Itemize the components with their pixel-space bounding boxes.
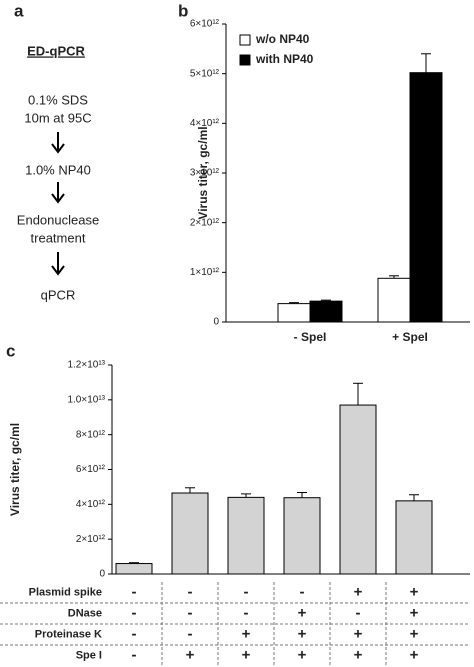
cell: - [188,625,193,642]
y-tick-label: 6×10¹² [190,19,220,30]
cell: - [132,646,137,663]
bar [409,72,443,323]
cell: + [354,625,363,642]
y-tick-label: 1.0×10¹³ [67,394,105,405]
y-tick-label: 4×10¹² [76,499,106,510]
cell: + [410,646,419,663]
cell: + [354,583,363,600]
cell: + [242,625,251,642]
y-tick-label: 4×10¹² [190,118,220,129]
cell: + [410,604,419,621]
cell: + [298,625,307,642]
cell: - [356,604,361,621]
legend-swatch [239,54,251,66]
cell: - [300,583,305,600]
bar [277,303,311,323]
y-tick-label: 5×10¹² [190,68,220,79]
y-tick-label: 3×10¹² [190,168,220,179]
bar [395,500,433,575]
cell: - [188,583,193,600]
arrows [51,132,65,276]
row-label: Proteinase K [35,628,102,640]
cell: - [132,583,137,600]
cell: + [410,625,419,642]
y-axis-label: Virus titer, gc/ml [8,423,22,516]
cell: + [242,646,251,663]
step: qPCR [41,287,76,302]
cell: + [186,646,195,663]
diagram-title: ED-qPCR [27,43,85,58]
y-tick-label: 1×10¹² [190,267,220,278]
cell: - [132,604,137,621]
step: 1.0% NP40 [25,162,91,177]
x-tick-label: + SpeI [392,330,428,344]
y-tick-label: 0 [213,317,219,328]
step: 0.1% SDS [28,92,88,107]
legend-swatch [239,34,251,46]
bar [283,497,321,575]
cell: - [188,604,193,621]
y-tick-label: 0 [99,569,105,580]
step: 10m at 95C [24,110,91,125]
y-axis-label: Virus titer, gc/ml [196,126,210,219]
y-tick-label: 6×10¹² [76,464,106,475]
row-label: Spe I [76,649,102,661]
step: treatment [31,230,86,245]
cell: + [354,646,363,663]
cell: - [244,583,249,600]
y-tick-label: 2×10¹² [76,534,106,545]
cell: - [132,625,137,642]
bar [339,404,377,575]
panel-label: c [6,341,15,360]
cell: + [298,646,307,663]
cell: + [298,604,307,621]
row-label: DNase [68,607,102,619]
y-tick-label: 2×10¹² [190,217,220,228]
cell: + [410,583,419,600]
bar [115,563,153,575]
bar [227,496,265,575]
step: Endonuclease [17,212,99,227]
panel-label: a [14,1,24,20]
bar [377,277,411,323]
bar [309,300,343,323]
legend-label: w/o NP40 [255,32,310,46]
row-label: Plasmid spike [29,586,102,598]
x-tick-label: - SpeI [294,330,327,344]
legend-label: with NP40 [255,52,314,66]
bar [171,492,209,575]
panel-label: b [178,1,188,20]
y-tick-label: 8×10¹² [76,429,106,440]
cell: - [244,604,249,621]
y-tick-label: 1.2×10¹³ [67,360,105,371]
